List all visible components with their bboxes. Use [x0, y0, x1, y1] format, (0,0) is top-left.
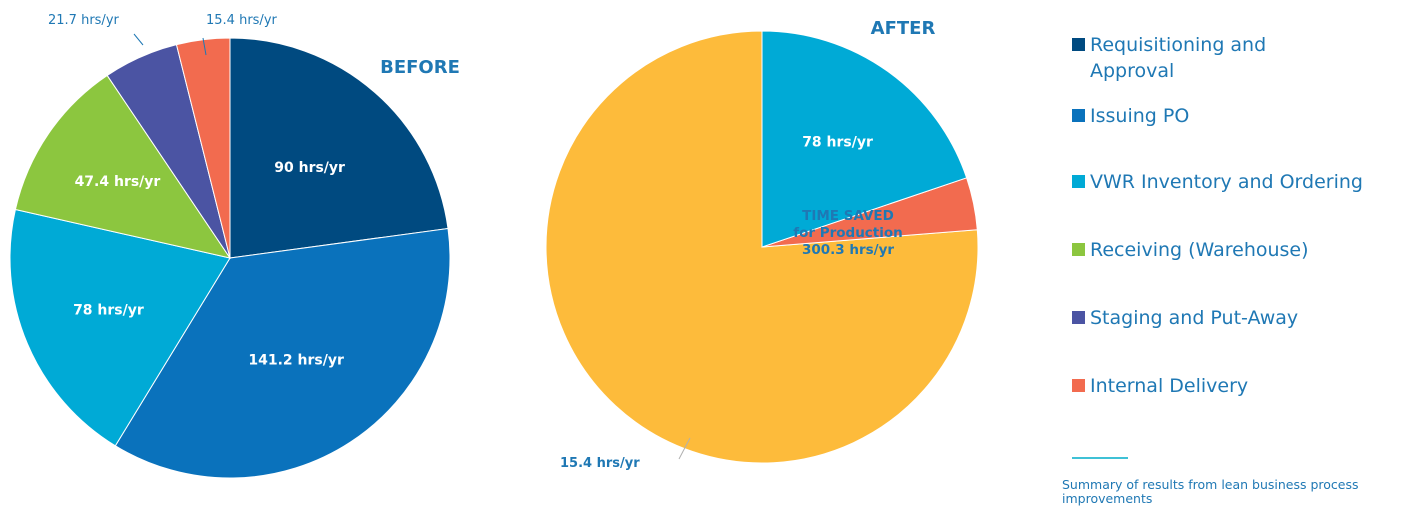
legend-label-receiving: Receiving (Warehouse)	[1090, 239, 1309, 261]
pie-title-before: BEFORE	[380, 57, 460, 78]
pie-title-after: AFTER	[871, 18, 936, 39]
legend-swatch-requisitioning	[1072, 38, 1085, 51]
legend-label-vwr-inventory: VWR Inventory and Ordering	[1090, 171, 1363, 193]
slice-label-vwr-inventory-and-ordering: 78 hrs/yr	[73, 302, 144, 318]
pie-slice-receiving-warehouse	[14, 74, 232, 259]
pie-slice-vwr-inventory-and-ordering	[761, 30, 968, 248]
legend-label-staging: Staging and Put-Away	[1090, 307, 1299, 329]
slice-label-receiving-warehouse: 47.4 hrs/yr	[75, 174, 161, 190]
legend-item-staging: Staging and Put-Away	[1072, 305, 1390, 331]
leader-line-staging-and-put-away	[133, 33, 144, 46]
slice-label-internal-delivery: 15.4 hrs/yr	[206, 13, 278, 28]
legend-label-issuing-po: Issuing PO	[1090, 105, 1190, 127]
caption-divider	[1072, 457, 1128, 459]
slice-label-vwr-inventory-and-ordering: 78 hrs/yr	[802, 135, 873, 151]
legend-item-issuing-po: Issuing PO	[1072, 103, 1330, 129]
slice-label-staging-and-put-away: 21.7 hrs/yr	[48, 13, 120, 28]
legend-item-requisitioning: Requisitioning and Approval	[1072, 32, 1330, 84]
legend-swatch-vwr-inventory	[1072, 175, 1085, 188]
legend-swatch-internal-delivery	[1072, 379, 1085, 392]
pie-charts: 90 hrs/yr 141.2 hrs/yr 78 hrs/yr 47.4 hrs/y…	[9, 13, 979, 479]
legend-swatch-issuing-po	[1072, 109, 1085, 122]
pie-before: 90 hrs/yr 141.2 hrs/yr 78 hrs/yr 47.4 hrs/y…	[9, 13, 460, 479]
pie-slice-vwr-inventory-and-ordering	[9, 208, 231, 447]
caption: Summary of results from lean business pr…	[1062, 477, 1359, 506]
legend-item-internal-delivery: Internal Delivery	[1072, 373, 1390, 399]
legend-item-receiving: Receiving (Warehouse)	[1072, 237, 1390, 263]
pie-slice-requisitioning-and-approval	[229, 37, 449, 259]
legend-item-vwr-inventory: VWR Inventory and Ordering	[1072, 169, 1405, 195]
legend-swatch-staging	[1072, 311, 1085, 324]
pie-slice-issuing-po	[114, 227, 451, 479]
pie-after: TIME SAVED for Production 300.3 hrs/yr 15.4…	[545, 18, 979, 471]
leader-line-internal-delivery	[678, 437, 691, 460]
slice-label-time-saved: TIME SAVED for Production 300.3 hrs/yr	[793, 208, 903, 258]
slice-label-internal-delivery: 15.4 hrs/yr	[560, 456, 640, 471]
legend-label-internal-delivery: Internal Delivery	[1090, 375, 1249, 397]
legend-label-requisitioning: Requisitioning and Approval	[1090, 34, 1267, 82]
leader-line-internal-delivery	[202, 37, 207, 56]
legend-swatch-receiving	[1072, 243, 1085, 256]
slice-label-issuing-po: 141.2 hrs/yr	[248, 352, 344, 368]
slice-label-requisitioning-and-approval: 90 hrs/yr	[274, 160, 345, 176]
